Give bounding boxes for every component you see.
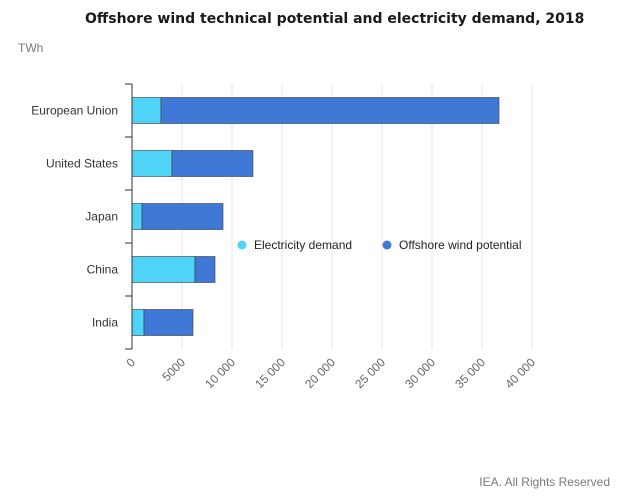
bar-european-union-electricity-demand <box>131 97 162 124</box>
y-axis <box>125 83 133 350</box>
bar-china-electricity-demand <box>131 256 196 283</box>
category-label: European Union <box>31 104 118 118</box>
category-label: China <box>87 263 119 277</box>
bar-united-states-electricity-demand <box>131 150 173 177</box>
bar-india-electricity-demand <box>131 309 145 336</box>
category-labels: European Union United States Japan China Ind… <box>31 104 118 330</box>
category-label: United States <box>46 157 118 171</box>
bar-china-offshore-wind-potential <box>194 256 216 283</box>
x-tick-label: 15 000 <box>252 355 288 391</box>
legend-marker-offshore-wind-potential <box>382 240 392 250</box>
x-tick-label: 25 000 <box>352 355 388 391</box>
unit-label: TWh <box>18 41 43 55</box>
x-tick-label: 30 000 <box>402 355 438 391</box>
bar-japan-offshore-wind-potential <box>141 203 224 230</box>
category-label: Japan <box>85 210 118 224</box>
legend: Electricity demand Offshore wind potenti… <box>237 238 522 252</box>
credit-text: IEA. All Rights Reserved <box>479 475 610 489</box>
x-tick-label: 0 <box>123 355 138 370</box>
legend-label-offshore-wind-potential: Offshore wind potential <box>399 238 522 252</box>
legend-label-electricity-demand: Electricity demand <box>254 238 352 252</box>
x-tick-label: 35 000 <box>452 355 488 391</box>
bar-india-offshore-wind-potential <box>143 309 194 336</box>
bar-japan-electricity-demand <box>131 203 143 230</box>
x-tick-label: 20 000 <box>302 355 338 391</box>
x-tick-label: 40 000 <box>502 355 538 391</box>
legend-marker-electricity-demand <box>237 240 247 250</box>
bars <box>131 97 500 336</box>
x-tick-label: 5000 <box>159 355 188 384</box>
gridlines <box>181 84 533 349</box>
bar-united-states-offshore-wind-potential <box>171 150 254 177</box>
x-tick-labels: 0 5000 10 000 15 000 20 000 25 000 30 000 35 00… <box>123 355 538 391</box>
chart-title: Offshore wind technical potential and el… <box>85 11 584 27</box>
category-label: India <box>92 316 118 330</box>
x-tick-label: 10 000 <box>202 355 238 391</box>
bar-european-union-offshore-wind-potential <box>160 97 500 124</box>
